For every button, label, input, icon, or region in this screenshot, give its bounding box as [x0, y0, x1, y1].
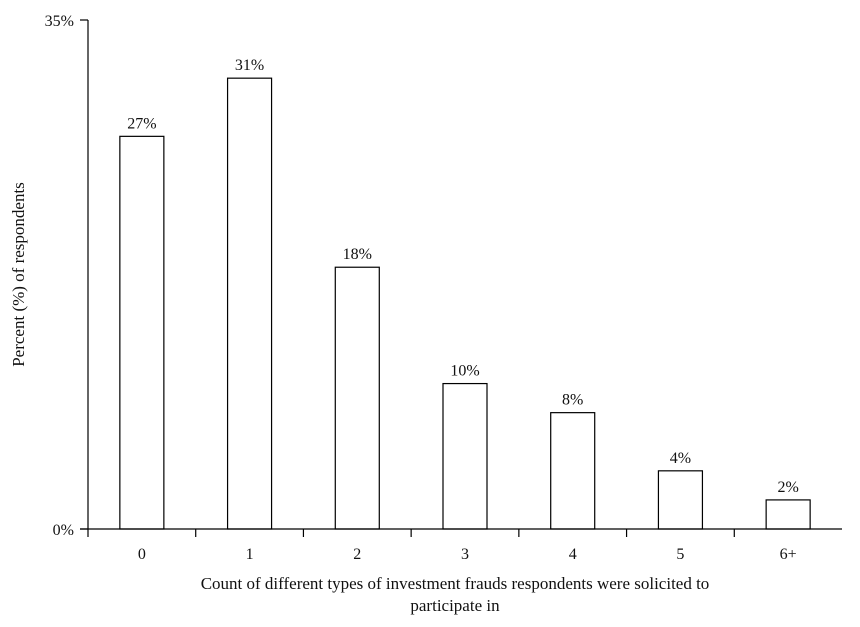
bar-5	[657, 470, 704, 530]
bar-0	[119, 135, 165, 530]
data-label: 10%	[450, 363, 479, 380]
bar-2	[334, 266, 380, 530]
x-ticks-group	[195, 529, 735, 537]
x-tick-label: 6+	[780, 546, 797, 563]
data-label: 31%	[235, 57, 264, 74]
x-axis-title-line-2: participate in	[410, 596, 500, 615]
data-label: 4%	[670, 450, 691, 467]
data-label: 8%	[562, 392, 583, 409]
y-axis-title: Percent (%) of respondents	[9, 182, 28, 367]
x-tick-label: 5	[676, 546, 684, 563]
bar-1	[226, 77, 273, 530]
bar-4	[550, 412, 596, 530]
y-tick-label-max: 35%	[45, 13, 74, 30]
data-labels-group: 27% 31% 18% 10% 8% 4% 2%	[127, 57, 799, 496]
y-tick-label-min: 0%	[53, 522, 74, 539]
data-label: 2%	[777, 479, 798, 496]
x-axis-title: Count of different types of investment f…	[60, 573, 850, 617]
bars-group	[119, 77, 811, 530]
data-label: 27%	[127, 115, 156, 132]
x-tick-label: 4	[569, 546, 577, 563]
bar-3	[442, 382, 488, 530]
data-label: 18%	[343, 246, 372, 263]
x-tick-label: 0	[138, 546, 146, 563]
axes-group: 35% 0%	[45, 13, 842, 539]
x-tick-label: 3	[461, 546, 469, 563]
bar-6plus	[765, 499, 811, 530]
x-axis-title-line-1: Count of different types of investment f…	[200, 574, 710, 593]
x-tick-label: 2	[353, 546, 361, 563]
x-tick-label: 1	[246, 546, 254, 563]
x-category-labels-group: 0 1 2 3 4 5 6+	[138, 546, 797, 563]
